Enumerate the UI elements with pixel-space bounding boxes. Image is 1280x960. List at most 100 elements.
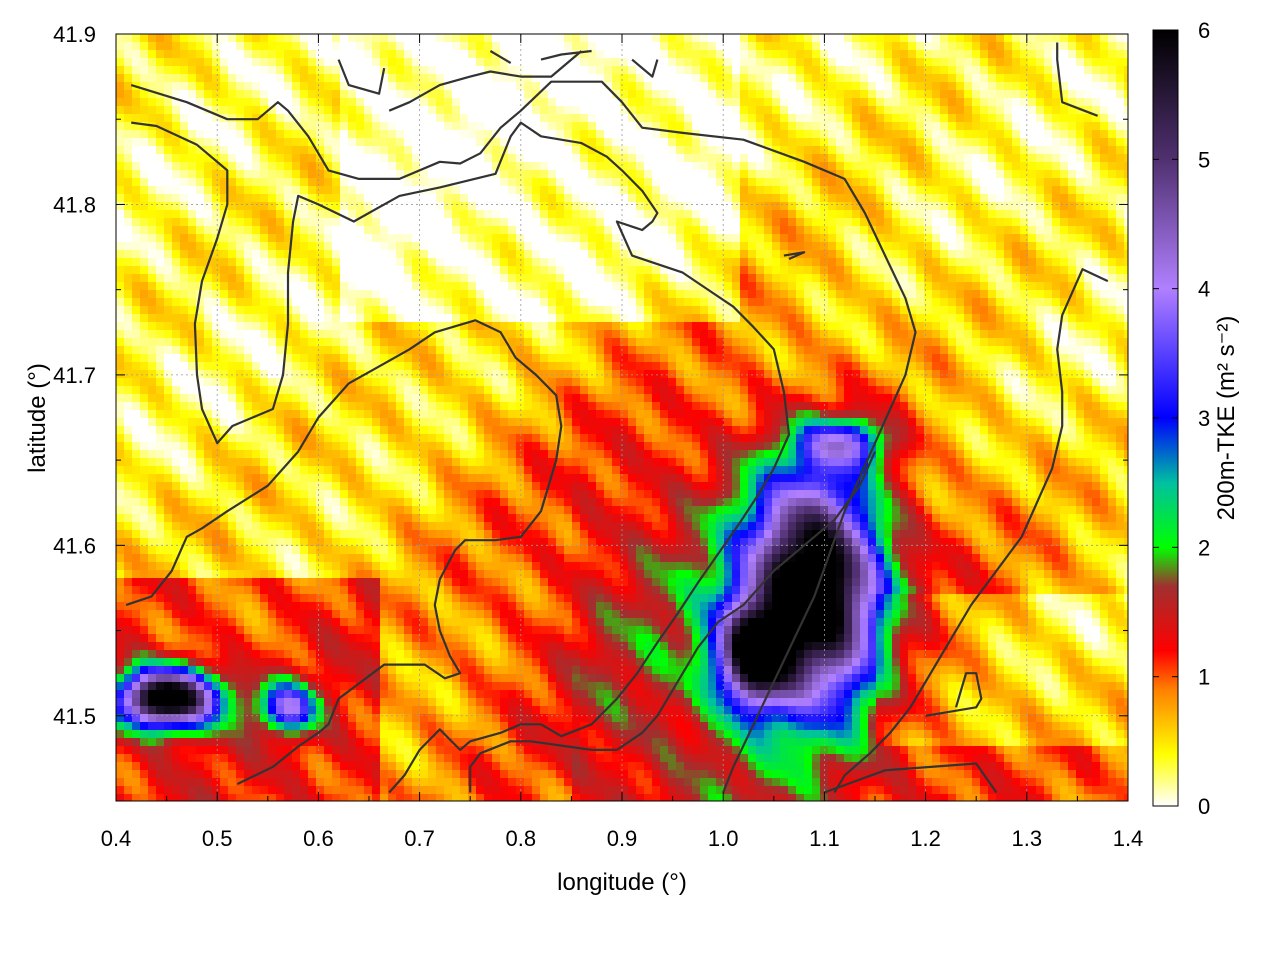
- heatmap-cell: [924, 266, 933, 275]
- heatmap-cell: [532, 50, 541, 59]
- heatmap-cell: [692, 298, 701, 307]
- heatmap-cell: [172, 146, 181, 155]
- heatmap-cell: [588, 266, 597, 275]
- heatmap-cell: [308, 258, 317, 267]
- heatmap-cell: [364, 234, 373, 243]
- heatmap-cell: [612, 338, 621, 347]
- heatmap-cell: [644, 282, 653, 291]
- heatmap-cell: [1020, 242, 1029, 251]
- heatmap-cell: [180, 298, 189, 307]
- heatmap-cell: [444, 218, 453, 227]
- heatmap-cell: [1012, 322, 1021, 331]
- heatmap-cell: [1052, 306, 1061, 315]
- heatmap-cell: [844, 250, 853, 259]
- heatmap-cell: [1052, 106, 1061, 115]
- heatmap-cell: [748, 226, 757, 235]
- heatmap-cell: [1100, 34, 1109, 43]
- heatmap-cell: [804, 322, 813, 331]
- heatmap-cell: [420, 282, 429, 291]
- heatmap-cell: [620, 242, 629, 251]
- heatmap-cell: [780, 266, 789, 275]
- heatmap-cell: [524, 114, 533, 123]
- heatmap-cell: [820, 274, 829, 283]
- heatmap-cell: [508, 170, 517, 179]
- heatmap-cell: [612, 42, 621, 51]
- heatmap-cell: [372, 122, 381, 131]
- heatmap-cell: [620, 218, 629, 227]
- heatmap-cell: [468, 178, 477, 187]
- heatmap-cell: [476, 50, 485, 59]
- heatmap-cell: [132, 338, 141, 347]
- heatmap-cell: [988, 130, 997, 139]
- heatmap-cell: [244, 242, 253, 251]
- heatmap-cell: [852, 178, 861, 187]
- heatmap-cell: [540, 130, 549, 139]
- heatmap-cell: [788, 282, 797, 291]
- heatmap-cell: [340, 138, 349, 147]
- heatmap-cell: [956, 106, 965, 115]
- heatmap-cell: [916, 162, 925, 171]
- heatmap-cell: [756, 58, 765, 67]
- heatmap-cell: [636, 258, 645, 267]
- heatmap-cell: [1020, 226, 1029, 235]
- heatmap-cell: [180, 274, 189, 283]
- heatmap-cell: [596, 66, 605, 75]
- heatmap-cell: [612, 250, 621, 259]
- heatmap-cell: [868, 50, 877, 59]
- heatmap-cell: [868, 122, 877, 131]
- heatmap-cell: [1068, 258, 1077, 267]
- heatmap-cell: [1084, 258, 1093, 267]
- heatmap-cell: [332, 186, 341, 195]
- heatmap-cell: [556, 194, 565, 203]
- heatmap-cell: [740, 74, 749, 83]
- heatmap-cell: [148, 130, 157, 139]
- heatmap-cell: [676, 146, 685, 155]
- heatmap-cell: [468, 58, 477, 67]
- heatmap-cell: [332, 114, 341, 123]
- heatmap-cell: [972, 258, 981, 267]
- heatmap-cell: [228, 58, 237, 67]
- heatmap-cell: [644, 98, 653, 107]
- heatmap-cell: [132, 226, 141, 235]
- heatmap-cell: [932, 234, 941, 243]
- heatmap-cell: [556, 322, 565, 331]
- heatmap-cell: [500, 298, 509, 307]
- heatmap-cell: [196, 178, 205, 187]
- heatmap-cell: [324, 250, 333, 259]
- heatmap-cell: [1028, 162, 1037, 171]
- heatmap-cell: [284, 226, 293, 235]
- heatmap-cell: [804, 114, 813, 123]
- heatmap-cell: [556, 202, 565, 211]
- heatmap-cell: [1124, 218, 1128, 227]
- heatmap-cell: [1100, 338, 1109, 347]
- heatmap-cell: [564, 218, 573, 227]
- heatmap-cell: [572, 106, 581, 115]
- heatmap-cell: [1020, 218, 1029, 227]
- heatmap-cell: [236, 194, 245, 203]
- heatmap-cell: [684, 154, 693, 163]
- heatmap-cell: [572, 322, 581, 331]
- heatmap-cell: [916, 130, 925, 139]
- heatmap-cell: [572, 162, 581, 171]
- heatmap-cell: [1028, 106, 1037, 115]
- heatmap-cell: [628, 330, 637, 339]
- heatmap-cell: [700, 34, 709, 43]
- heatmap-cell: [180, 66, 189, 75]
- heatmap-cell: [828, 330, 837, 339]
- heatmap-cell: [844, 210, 853, 219]
- heatmap-cell: [756, 242, 765, 251]
- heatmap-cell: [228, 346, 237, 355]
- heatmap-cell: [636, 210, 645, 219]
- heatmap-cell: [364, 178, 373, 187]
- heatmap-cell: [1092, 74, 1101, 83]
- heatmap-cell: [172, 162, 181, 171]
- heatmap-cell: [1108, 306, 1117, 315]
- heatmap-cell: [532, 162, 541, 171]
- heatmap-cell: [1028, 34, 1037, 43]
- heatmap-cell: [196, 130, 205, 139]
- heatmap-cell: [300, 250, 309, 259]
- heatmap-cell: [692, 34, 701, 43]
- heatmap-cell: [244, 130, 253, 139]
- heatmap-cell: [524, 82, 533, 91]
- heatmap-cell: [772, 122, 781, 131]
